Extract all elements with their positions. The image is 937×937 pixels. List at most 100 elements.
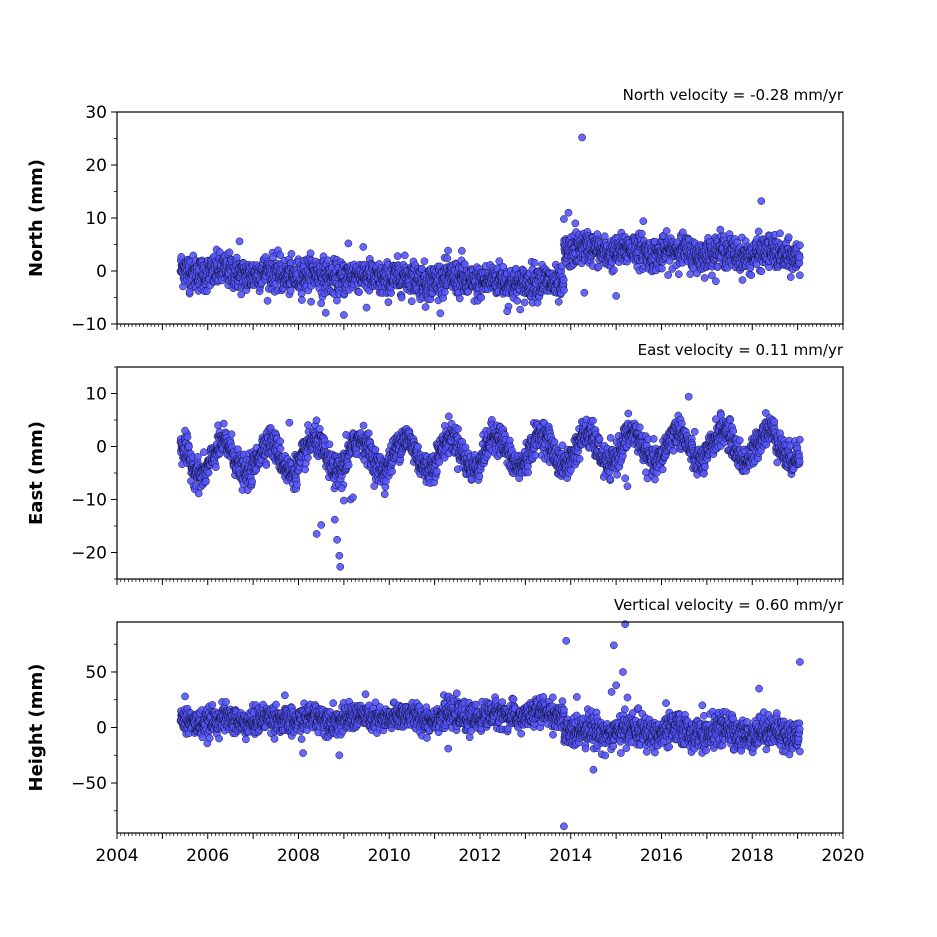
data-point — [393, 252, 402, 260]
data-point — [307, 297, 315, 306]
data-point — [610, 266, 618, 274]
data-point — [304, 421, 312, 429]
outlier-point — [580, 288, 589, 297]
data-points — [176, 133, 804, 319]
data-point — [658, 264, 666, 273]
data-point — [397, 293, 406, 302]
data-point — [454, 425, 462, 433]
data-point — [194, 452, 202, 461]
data-point — [227, 430, 236, 439]
outlier-point — [571, 219, 580, 228]
data-point — [202, 477, 210, 486]
data-point — [674, 270, 683, 279]
data-point — [364, 429, 373, 438]
data-point — [754, 227, 763, 236]
data-point — [738, 276, 747, 284]
data-point — [700, 274, 709, 282]
data-point — [312, 416, 321, 425]
y-tick-label: 20 — [85, 156, 107, 176]
data-point — [606, 475, 615, 483]
outlier-point — [560, 215, 568, 223]
data-point — [520, 298, 529, 307]
data-point — [712, 277, 720, 286]
data-points — [176, 392, 804, 571]
data-point — [559, 276, 568, 284]
data-point — [248, 477, 256, 486]
data-point — [455, 294, 464, 303]
data-point — [414, 442, 422, 451]
outlier-point — [317, 299, 326, 308]
data-point — [407, 297, 416, 306]
data-point — [575, 454, 584, 463]
data-point — [200, 448, 208, 456]
y-tick-label: 10 — [85, 209, 107, 229]
data-point — [726, 416, 735, 424]
data-point — [516, 305, 525, 314]
data-point — [183, 433, 192, 441]
data-point — [359, 421, 368, 430]
data-point — [333, 296, 341, 305]
data-point — [443, 254, 452, 263]
outlier-point — [235, 237, 244, 246]
outlier-point — [564, 208, 573, 217]
data-point — [729, 427, 738, 435]
data-point — [276, 251, 285, 259]
data-point — [355, 288, 363, 296]
data-point — [735, 436, 744, 445]
data-point — [262, 461, 271, 469]
data-point — [635, 423, 644, 432]
data-point — [784, 233, 793, 242]
data-point — [287, 249, 296, 258]
ylabel-north: North (mm) — [26, 159, 47, 277]
data-point — [554, 297, 563, 306]
outlier-point — [639, 217, 648, 226]
data-point — [700, 469, 708, 478]
panel-title-north: North velocity = -0.28 mm/yr — [623, 86, 844, 104]
outlier-point — [757, 197, 766, 205]
data-point — [298, 296, 306, 304]
data-point — [513, 296, 522, 305]
data-point — [550, 438, 559, 446]
data-point — [303, 453, 312, 462]
data-point — [185, 442, 193, 451]
data-point — [440, 288, 449, 296]
data-point — [613, 470, 621, 479]
data-point — [276, 444, 285, 453]
data-point — [649, 434, 658, 443]
y-tick-label: 30 — [85, 103, 107, 123]
data-point — [215, 248, 224, 256]
data-point — [219, 419, 228, 428]
data-point — [436, 309, 445, 318]
y-tick-label: 0 — [96, 262, 107, 282]
data-point — [531, 451, 540, 460]
data-point — [651, 475, 659, 484]
data-point — [530, 258, 539, 267]
data-point — [444, 246, 452, 255]
data-point — [225, 248, 234, 257]
data-point — [276, 437, 285, 446]
data-point — [606, 434, 615, 442]
data-point — [589, 416, 597, 425]
data-point — [717, 410, 725, 419]
data-point — [796, 241, 804, 250]
data-point — [325, 440, 334, 449]
data-point — [624, 409, 633, 418]
data-point — [306, 249, 315, 258]
data-point — [344, 461, 353, 470]
outlier-point — [321, 309, 330, 317]
y-tick-label: −10 — [71, 315, 107, 335]
y-axis: −10 0 10 20 30 — [71, 103, 117, 335]
data-point — [194, 489, 203, 498]
data-point — [664, 271, 672, 279]
data-point — [477, 293, 485, 302]
data-point — [662, 227, 671, 235]
outlier-point — [503, 307, 512, 316]
data-point — [747, 271, 756, 280]
data-point — [211, 463, 220, 471]
data-point — [560, 286, 568, 295]
outlier-point — [578, 133, 586, 142]
data-point — [315, 425, 324, 433]
data-point — [444, 412, 453, 421]
